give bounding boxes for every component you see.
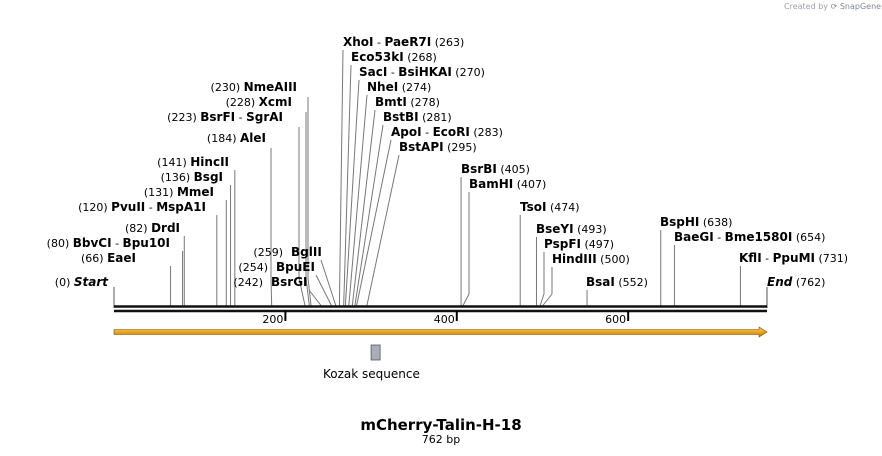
enzyme-label: (66) EaeI: [81, 251, 136, 265]
enzyme-label: BstAPI (295): [399, 140, 477, 154]
enzyme-position: (254): [238, 261, 268, 274]
cds-arrow: [113, 326, 768, 338]
enzyme-label: TsoI (474): [520, 200, 580, 214]
enzyme-label: BamHI (407): [469, 177, 546, 191]
enzyme-position: (259): [253, 246, 283, 259]
enzyme-cut-line: [270, 277, 273, 307]
feature-label: Kozak sequence: [323, 367, 420, 381]
dna-backbone: [114, 305, 767, 313]
snapgene-logo: ⟳: [830, 2, 838, 11]
ruler-tick-label: 400: [434, 313, 455, 326]
enzyme-cut-line: [351, 109, 376, 307]
enzyme-label: (230) NmeAIII: [211, 80, 297, 94]
enzyme-labels: (0) Start End (762) (66) EaeI(80) BbvCI - …: [47, 35, 848, 289]
enzyme-label: XhoI - PaeR7I (263): [343, 35, 464, 49]
enzyme-cut-line: [298, 277, 306, 307]
enzyme-cut-line: [356, 139, 392, 307]
enzyme-label: (131) MmeI: [144, 185, 214, 199]
enzyme-label: BpuEI: [276, 260, 315, 274]
enzyme-label: (136) BsgI: [161, 170, 223, 184]
enzyme-label: (141) HincII: [157, 155, 229, 169]
enzyme-site-lines: [113, 49, 768, 308]
enzyme-label: (223) BsrFI - SgrAI: [167, 110, 283, 124]
enzyme-label: (82) DrdI: [125, 221, 180, 235]
ruler-tick-label: 200: [262, 313, 283, 326]
ruler-tick-label: 600: [605, 313, 626, 326]
end-label: End (762): [767, 275, 825, 289]
construct-size: 762 bp: [421, 433, 461, 446]
enzyme-cut-line: [320, 259, 337, 307]
enzyme-cut-line: [315, 274, 333, 307]
enzyme-cut-line: [348, 94, 368, 307]
enzyme-label: NheI (274): [367, 80, 431, 94]
enzyme-label: HindIII (500): [552, 252, 630, 266]
enzyme-label: BsrBI (405): [461, 162, 530, 176]
enzyme-cut-line: [308, 289, 322, 307]
enzyme-label: (184) AleI: [207, 131, 266, 145]
enzyme-label: (80) BbvCI - Bpu10I: [47, 236, 170, 250]
enzyme-label: BsaI (552): [586, 275, 648, 289]
enzyme-label: Eco53kI (268): [351, 50, 437, 64]
enzyme-cut-line: [542, 293, 553, 307]
credit-brand: SnapGene: [839, 2, 882, 11]
enzyme-label: KflI - PpuMI (731): [739, 251, 848, 265]
enzyme-cut-line: [366, 154, 400, 307]
cds-arrow-shape: [113, 326, 768, 338]
enzyme-label: BaeGI - Bme1580I (654): [674, 230, 825, 244]
enzyme-label: ApoI - EcoRI (283): [391, 125, 503, 139]
enzyme-cut-line: [539, 293, 545, 307]
snapgene-credit: Created by ⟳ SnapGene: [784, 2, 881, 11]
enzyme-label: (228) XcmI: [226, 95, 292, 109]
enzyme-label: BsrGI: [271, 275, 308, 289]
enzyme-position: (242): [233, 276, 263, 289]
kozak-box: [370, 344, 381, 361]
enzyme-cut-line: [307, 277, 312, 307]
enzyme-label: PspFI (497): [544, 237, 614, 251]
enzyme-label: BmtI (278): [375, 95, 440, 109]
construct-name: mCherry-Talin-H-18: [360, 416, 522, 434]
enzyme-cut-line: [462, 293, 470, 307]
enzyme-cut-line: [354, 124, 384, 307]
enzyme-cut-line: [344, 79, 360, 307]
enzyme-label: BspHI (638): [660, 215, 732, 229]
enzyme-cut-line: [305, 277, 310, 307]
kozak-feature: [370, 344, 381, 361]
enzyme-label: BstBI (281): [383, 110, 452, 124]
enzyme-cut-line: [343, 64, 352, 307]
credit-prefix: Created by: [784, 2, 829, 11]
enzyme-cut-line: [338, 49, 344, 307]
enzyme-label: BseYI (493): [536, 222, 607, 236]
enzyme-label: SacI - BsiHKAI (270): [359, 65, 485, 79]
enzyme-label: BglII: [291, 245, 322, 259]
start-label: (0) Start: [55, 275, 109, 289]
bp-ruler: 200 400 600: [262, 311, 630, 326]
enzyme-label: (120) PvuII - MspA1I: [78, 200, 206, 214]
